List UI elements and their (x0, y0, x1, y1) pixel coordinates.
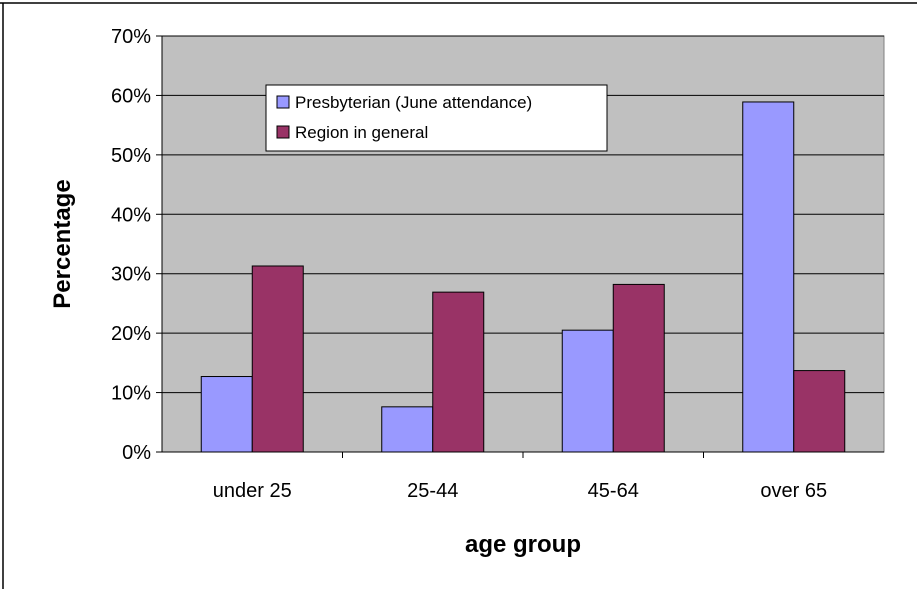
y-tick-labels: 0% 10% 20% 30% 40% 50% 60% 70% (111, 26, 162, 464)
bar-presbyterian-2 (561, 329, 614, 453)
x-tick-label: under 25 (213, 480, 292, 502)
x-tick-label: 45-64 (588, 480, 639, 502)
bars (200, 101, 846, 453)
y-tick-label: 40% (111, 204, 151, 226)
x-axis-title: age group (465, 531, 581, 558)
legend-swatch-presbyterian (276, 95, 290, 109)
y-tick-label: 20% (111, 323, 151, 345)
bar-region-1 (432, 291, 485, 453)
legend-swatch-region (276, 125, 290, 139)
bar-presbyterian-0 (200, 376, 253, 453)
y-tick-label: 30% (111, 264, 151, 286)
bar-region-2 (612, 283, 665, 453)
y-tick-label: 70% (111, 26, 151, 48)
y-tick-label: 50% (111, 145, 151, 167)
legend: Presbyterian (June attendance) Region in… (265, 84, 608, 152)
y-axis-title: Percentage (49, 179, 76, 308)
legend-box (265, 84, 608, 152)
bar-region-0 (251, 265, 304, 453)
bar-region-3 (793, 370, 846, 453)
y-tick-label: 60% (111, 85, 151, 107)
y-tick-label: 0% (122, 442, 151, 464)
legend-label-region: Region in general (295, 123, 428, 142)
y-tick-label: 10% (111, 383, 151, 405)
x-tick-labels: under 25 25-44 45-64 over 65 (213, 452, 827, 502)
legend-label-presbyterian: Presbyterian (June attendance) (295, 93, 532, 112)
bar-presbyterian-1 (381, 406, 434, 453)
x-tick-label: over 65 (760, 480, 827, 502)
x-tick-label: 25-44 (407, 480, 458, 502)
bar-presbyterian-3 (742, 101, 795, 453)
